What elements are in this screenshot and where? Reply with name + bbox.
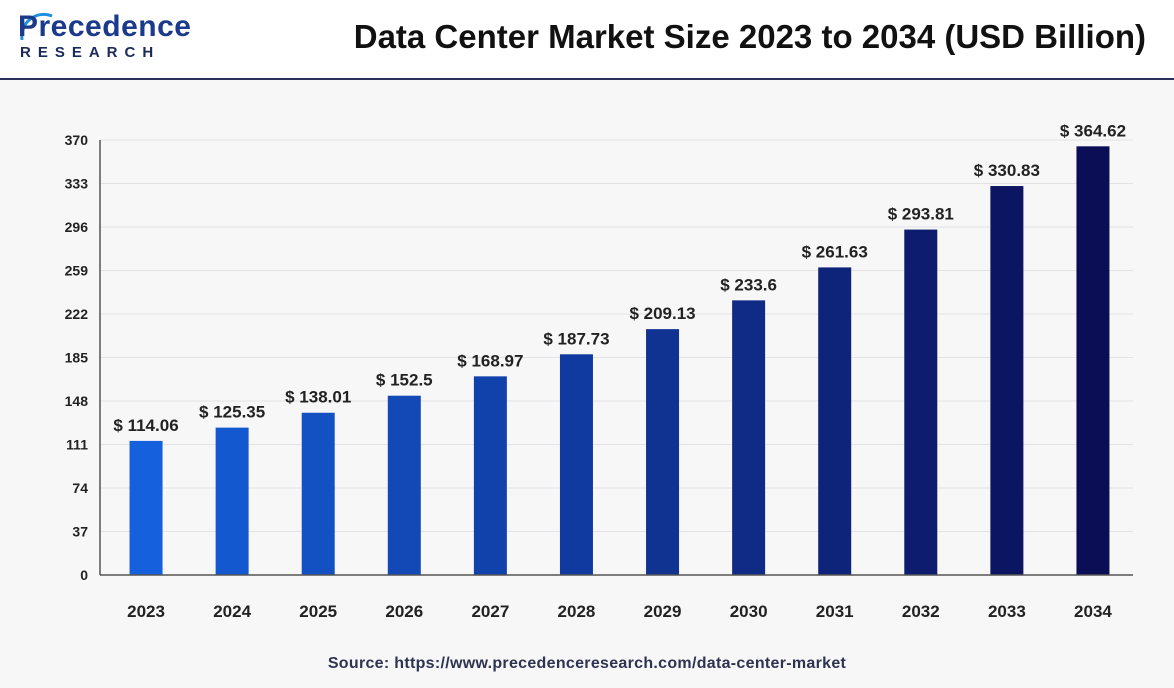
- y-tick-label: 259: [65, 263, 89, 279]
- value-label-2025: $ 138.01: [285, 388, 351, 407]
- x-tick-label-2024: 2024: [213, 602, 251, 621]
- bar-2024: [215, 427, 249, 575]
- bar-2034: [1076, 146, 1110, 575]
- x-tick-label-2029: 2029: [644, 602, 682, 621]
- value-label-2024: $ 125.35: [199, 403, 265, 422]
- bar-2033: [990, 186, 1024, 575]
- bar-2030: [732, 300, 766, 575]
- y-tick-label: 0: [80, 567, 88, 583]
- x-axis-ticks: 2023 2024 2025 2026 2027 2028 2029 2030 2031 2032…: [127, 602, 1112, 621]
- x-tick-label-2026: 2026: [385, 602, 423, 621]
- value-label-2033: $ 330.83: [974, 161, 1040, 180]
- y-tick-label: 111: [66, 437, 88, 453]
- y-tick-label: 370: [65, 132, 89, 148]
- y-tick-label: 296: [65, 219, 89, 235]
- x-tick-label-2028: 2028: [558, 602, 596, 621]
- bar-2026: [387, 395, 421, 575]
- y-axis-ticks: 0 37 74 111 148 185 222 259 296 333 370: [65, 132, 89, 583]
- value-label-2028: $ 187.73: [543, 329, 609, 348]
- x-tick-label-2023: 2023: [127, 602, 165, 621]
- chart-title: Data Center Market Size 2023 to 2034 (US…: [353, 18, 1146, 55]
- x-tick-label-2030: 2030: [730, 602, 768, 621]
- value-label-2034: $ 364.62: [1060, 121, 1126, 140]
- y-tick-label: 333: [65, 176, 89, 192]
- gridlines: [100, 139, 1133, 532]
- y-tick-label: 148: [65, 393, 89, 409]
- value-label-2026: $ 152.5: [376, 371, 433, 390]
- header: Precedence RESEARCH Data Center Market S…: [0, 0, 1174, 80]
- bar-2028: [559, 354, 593, 575]
- logo-arc-icon: [20, 13, 53, 41]
- precedence-research-logo[interactable]: Precedence RESEARCH: [18, 10, 208, 66]
- source-note: Source: https://www.precedenceresearch.c…: [327, 655, 847, 672]
- chart-area: 0 37 74 111 148 185 222 259 296 333 370 $ 114.06 $ …: [0, 80, 1174, 688]
- y-tick-label: 74: [72, 480, 88, 496]
- bar-2025: [301, 412, 335, 575]
- bar-2029: [646, 329, 680, 575]
- value-label-2032: $ 293.81: [888, 205, 954, 224]
- value-label-2029: $ 209.13: [629, 304, 695, 323]
- bar-2031: [818, 267, 852, 575]
- x-tick-label-2025: 2025: [299, 602, 337, 621]
- value-label-2027: $ 168.97: [457, 351, 523, 370]
- value-label-2030: $ 233.6: [720, 275, 777, 294]
- logo-subtitle: RESEARCH: [20, 44, 161, 61]
- y-tick-label: 37: [72, 524, 88, 540]
- value-label-2031: $ 261.63: [802, 242, 868, 261]
- bar-2023: [129, 440, 163, 575]
- y-tick-label: 185: [65, 350, 89, 366]
- bar-2032: [904, 229, 938, 576]
- x-tick-label-2027: 2027: [471, 602, 509, 621]
- x-tick-label-2032: 2032: [902, 602, 940, 621]
- value-labels: $ 114.06 $ 125.35 $ 138.01 $ 152.5 $ 168.97 $…: [113, 121, 1126, 435]
- y-tick-label: 222: [65, 306, 89, 322]
- axes: [99, 140, 1133, 576]
- bar-2027: [473, 376, 507, 575]
- x-tick-label-2034: 2034: [1074, 602, 1112, 621]
- logo-wordmark: Precedence: [18, 10, 192, 43]
- x-tick-label-2033: 2033: [988, 602, 1026, 621]
- value-label-2023: $ 114.06: [113, 416, 178, 435]
- bars: [129, 146, 1110, 576]
- x-tick-label-2031: 2031: [816, 602, 854, 621]
